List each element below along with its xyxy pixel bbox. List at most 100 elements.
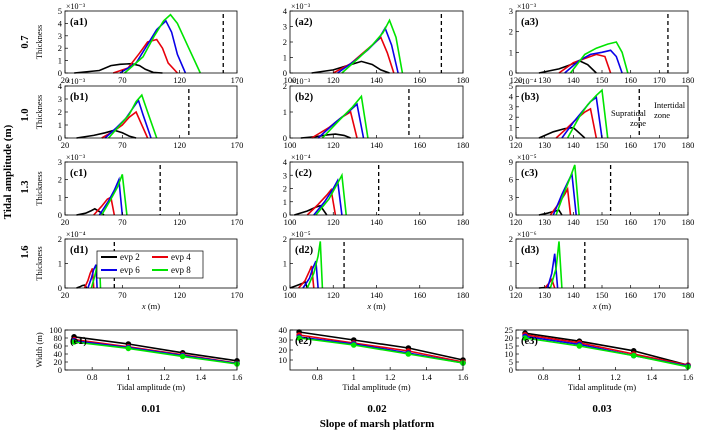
point-e2-evp8-2	[405, 351, 412, 357]
multiplier-b3: ×10⁻⁴	[517, 77, 537, 86]
ytick-label-a2-0: 0	[283, 68, 287, 78]
xtick-label-a1-170: 170	[231, 75, 244, 85]
panel-label-b3: (b3)	[521, 92, 540, 103]
xtick-label-d2-180: 180	[457, 290, 470, 300]
panel-label-a1: (a1)	[70, 17, 88, 28]
axes-frame-a3	[515, 10, 689, 74]
ytick-label-b3-5: 5	[509, 81, 513, 91]
ytick-label-b2-2: 2	[283, 81, 287, 91]
axes-frame-c1	[64, 161, 238, 216]
xtick-label-e1-1.2: 1.2	[159, 372, 170, 382]
xtick-label-a3-140: 140	[567, 75, 580, 85]
panel-a3: 0 1 2 3 120 130 140 150 160 170 180 ×10⁻³ (a3)	[509, 2, 695, 85]
xtick-label-a3-170: 170	[653, 75, 666, 85]
xtick-label-a3-150: 150	[596, 75, 609, 85]
xtick-label-a1-20: 20	[61, 75, 70, 85]
ytick-label-d2-2: 2	[283, 234, 287, 244]
xtick-label-c3-120: 120	[510, 217, 523, 227]
xtick-label-e1-1.4: 1.4	[195, 372, 206, 382]
axes-frame-c3	[515, 161, 689, 216]
xlabel-e2: Tidal amplitude (m)	[342, 382, 410, 392]
ytick-label-c2-3: 3	[283, 170, 287, 180]
ytick-label-a2-3: 3	[283, 22, 287, 32]
xtick-label-c1-70: 70	[118, 217, 127, 227]
ytick-label-d1-0: 0	[58, 283, 62, 293]
annotation-intertidal: Intertidal zone	[654, 100, 686, 120]
xtick-label-d1-170: 170	[231, 290, 244, 300]
ytick-label-c2-1: 1	[283, 197, 287, 207]
series-line-e1-evp2	[73, 336, 238, 362]
series-line-c1-evp4	[93, 196, 116, 216]
ytick-label-d3-2: 2	[509, 234, 513, 244]
series-line-e1-evp8	[74, 341, 238, 365]
series-line-a3-evp8	[569, 41, 629, 74]
ytick-label-a3-1: 1	[509, 47, 513, 57]
legend: evp 2 evp 4 evp 6 evp 8	[96, 250, 204, 279]
xlabel-d3: x (m)	[592, 301, 611, 311]
xtick-label-a3-130: 130	[538, 75, 551, 85]
ytick-label-e1-40: 40	[54, 349, 63, 359]
xlabel-e3: Tidal amplitude (m)	[568, 382, 636, 392]
legend-box	[96, 250, 204, 279]
axes-frame-a1	[64, 10, 238, 74]
multiplier-c1: ×10⁻³	[66, 153, 86, 162]
xtick-label-d2-120: 120	[327, 290, 340, 300]
xtick-label-a2-140: 140	[370, 75, 383, 85]
panel-label-c3: (c3)	[521, 168, 538, 179]
ytick-label-e2-40: 40	[279, 325, 288, 335]
ytick-label-b1-1: 1	[58, 120, 62, 130]
xtick-label-b2-140: 140	[370, 140, 383, 150]
xtick-label-d2-160: 160	[413, 290, 426, 300]
series-line-b2-evp8	[321, 94, 369, 139]
point-e1-evp8-0	[71, 339, 77, 345]
multiplier-c3: ×10⁻⁵	[517, 153, 537, 162]
legend-label-evp2: evp 2	[120, 252, 140, 262]
ytick-label-c3-0: 0	[509, 210, 513, 220]
xtick-label-c3-150: 150	[596, 217, 609, 227]
xtick-label-d3-130: 130	[538, 290, 551, 300]
series-line-a2-evp6	[337, 26, 399, 74]
xtick-label-d3-170: 170	[653, 290, 666, 300]
ytick-label-e2-20: 20	[279, 345, 288, 355]
series-line-a2-evp8	[341, 18, 404, 74]
row-label-1: 1.0	[20, 108, 31, 121]
axes-frame-b2	[289, 85, 464, 139]
multiplier-d3: ×10⁻⁶	[517, 230, 537, 239]
multiplier-c2: ×10⁻⁴	[291, 153, 311, 162]
xtick-label-a2-160: 160	[413, 75, 426, 85]
xtick-label-a1-70: 70	[118, 75, 127, 85]
xtick-label-d2-140: 140	[370, 290, 383, 300]
ytick-label-a3-2: 2	[509, 27, 513, 37]
ytick-label-b1-2: 2	[58, 107, 62, 117]
xtick-label-a2-100: 100	[284, 75, 297, 85]
xtick-label-d1-120: 120	[173, 290, 186, 300]
panel-label-c2: (c2)	[295, 168, 312, 179]
panel-label-e3: (e3)	[521, 336, 538, 347]
xtick-label-b2-180: 180	[457, 140, 470, 150]
panel-label-c1: (c1)	[70, 168, 87, 179]
series-line-a2-evp4	[332, 36, 395, 74]
xtick-label-a3-180: 180	[682, 75, 695, 85]
ylabel-e1: Width (m)	[34, 332, 44, 367]
ytick-label-a3-3: 3	[509, 6, 513, 16]
point-e2-evp8-0	[296, 335, 302, 341]
xtick-label-e2-1: 1	[352, 372, 356, 382]
panel-d2: 0 1 2 100 120 140 160 180 ×10⁻⁵ (d2) x (m)	[283, 230, 470, 311]
xtick-label-b3-170: 170	[653, 140, 666, 150]
ytick-label-a1-4: 4	[58, 18, 63, 28]
xtick-label-b3-150: 150	[596, 140, 609, 150]
multiplier-a1: ×10⁻³	[66, 2, 86, 11]
ytick-label-d3-0: 0	[509, 283, 513, 293]
bottom-title: Slope of marsh platform	[320, 418, 435, 430]
panel-c1: 0 1 2 3 20 70 120 170 ×10⁻³ (c1) Thickness	[34, 153, 243, 227]
ytick-label-d2-1: 1	[283, 259, 287, 269]
annotations: Supratidal zone Intertidal zone	[611, 100, 686, 128]
panel-label-d2: (d2)	[295, 245, 314, 256]
xtick-label-e3-1: 1	[577, 372, 581, 382]
series-line-a2-evp2	[311, 60, 390, 74]
xtick-label-c3-170: 170	[653, 217, 666, 227]
xtick-label-d3-160: 160	[624, 290, 637, 300]
